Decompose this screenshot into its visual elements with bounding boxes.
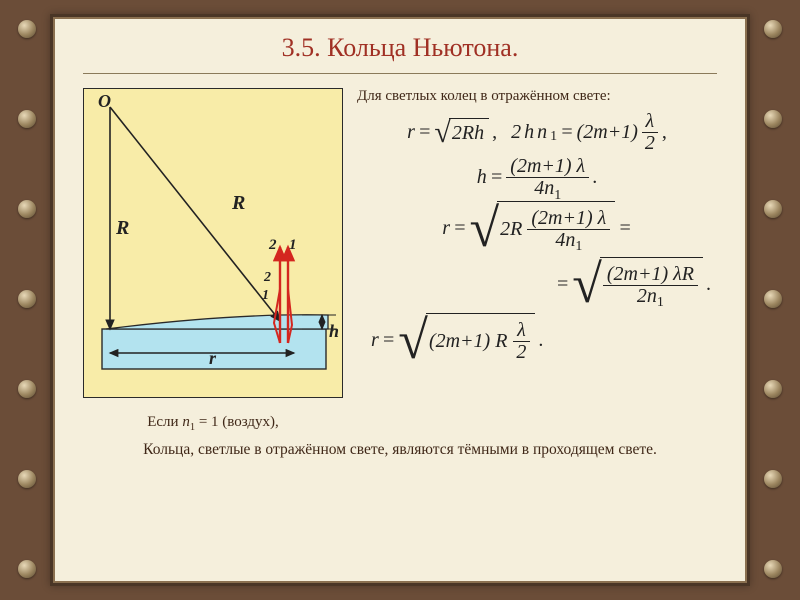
svg-text:h: h [329, 321, 339, 341]
rivet [764, 560, 782, 578]
svg-text:R: R [231, 192, 245, 214]
svg-text:2: 2 [268, 237, 277, 253]
rivet [18, 380, 36, 398]
rivet [764, 380, 782, 398]
divider [83, 73, 717, 74]
rivet [764, 20, 782, 38]
content-row: ORRrh1221 Если n1 = 1 (воздух), Для свет… [83, 88, 717, 431]
svg-text:1: 1 [262, 288, 269, 303]
rivet [18, 290, 36, 308]
svg-text:R: R [115, 217, 129, 239]
rivet [764, 110, 782, 128]
rivet [18, 560, 36, 578]
rivet [18, 20, 36, 38]
rivet [764, 470, 782, 488]
page-title: 3.5. Кольца Ньютона. [83, 33, 717, 63]
formula-row-2: h = (2m+1) λ 4n1 . [357, 156, 717, 199]
rivet [18, 200, 36, 218]
rivet [764, 200, 782, 218]
svg-text:2: 2 [263, 270, 271, 285]
diagram-caption: Если n1 = 1 (воздух), [83, 414, 343, 431]
formula-row-5: r = √ (2m+1) R λ2 . [357, 313, 717, 367]
formula-row-4: = √ (2m+1) λR 2n1 . [357, 257, 717, 311]
formula-row-3: r = √ 2R (2m+1) λ 4n1 = [357, 201, 717, 255]
svg-text:O: O [98, 91, 111, 111]
rivet [18, 110, 36, 128]
rivet [18, 470, 36, 488]
rivet [764, 290, 782, 308]
lead-text: Для светлых колец в отражённом свете: [357, 88, 717, 105]
footer-note: Кольца, светлые в отражённом свете, явля… [83, 441, 717, 459]
formula-row-1: r = √2Rh, 2hn1 = (2m+1) λ2, [357, 111, 717, 154]
svg-text:1: 1 [289, 237, 297, 253]
newton-rings-diagram: ORRrh1221 [83, 88, 343, 398]
formula-block: Для светлых колец в отражённом свете: r … [357, 88, 717, 431]
svg-text:r: r [209, 348, 217, 368]
